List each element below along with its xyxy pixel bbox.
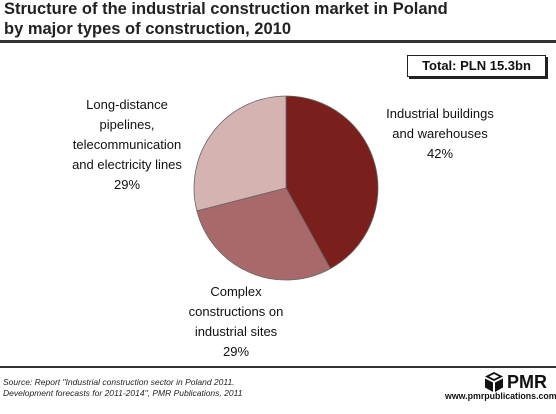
pie-slice-long-distance-pipelines [193,95,287,212]
slice-value-label: 29% [222,344,250,359]
slice-label-line: pipelines, [99,117,155,132]
slice-label-line: Complex [210,284,262,299]
pie-slice-complex-constructions [196,187,331,281]
total-label-box: Total: PLN 15.3bn [407,55,546,77]
chart-title-line-1: Structure of the industrial construction… [4,0,448,18]
pmr-cube-icon [483,371,505,393]
slice-label-complex-constructions: Complex constructions on industrial site… [177,282,295,362]
chart-title-line-2: by major types of construction, 2010 [4,20,291,38]
slice-label-line: Long-distance [86,97,168,112]
pie-slice-industrial-buildings [285,95,379,270]
source-line-2: Development forecasts for 2011-2014", PM… [3,388,243,398]
slice-label-line: industrial sites [194,324,278,339]
brand-name: PMR [507,372,547,392]
slice-label-line: and warehouses [392,126,488,141]
slice-label-long-distance-pipelines: Long-distance pipelines, telecommunicati… [63,95,191,195]
brand-url: www.pmrpublications.com [445,391,556,401]
bottom-divider [0,366,556,368]
pmr-branding: PMR www.pmrpublications.com [441,368,556,410]
slice-label-line: telecommunication [72,137,182,152]
slice-label-line: and electricity lines [72,157,182,172]
source-line-1: Source: Report "Industrial construction … [3,377,235,387]
pie-slices [193,95,379,281]
source-note: Source: Report "Industrial construction … [3,377,303,399]
slice-value-label: 29% [113,177,141,192]
slice-value-label: 42% [426,146,454,161]
chart-title: Structure of the industrial construction… [4,0,552,39]
top-divider [0,40,556,43]
slice-label-line: constructions on [188,304,284,319]
slice-label-industrial-buildings: Industrial buildings and warehouses 42% [367,104,513,164]
slice-label-line: Industrial buildings [386,106,494,121]
